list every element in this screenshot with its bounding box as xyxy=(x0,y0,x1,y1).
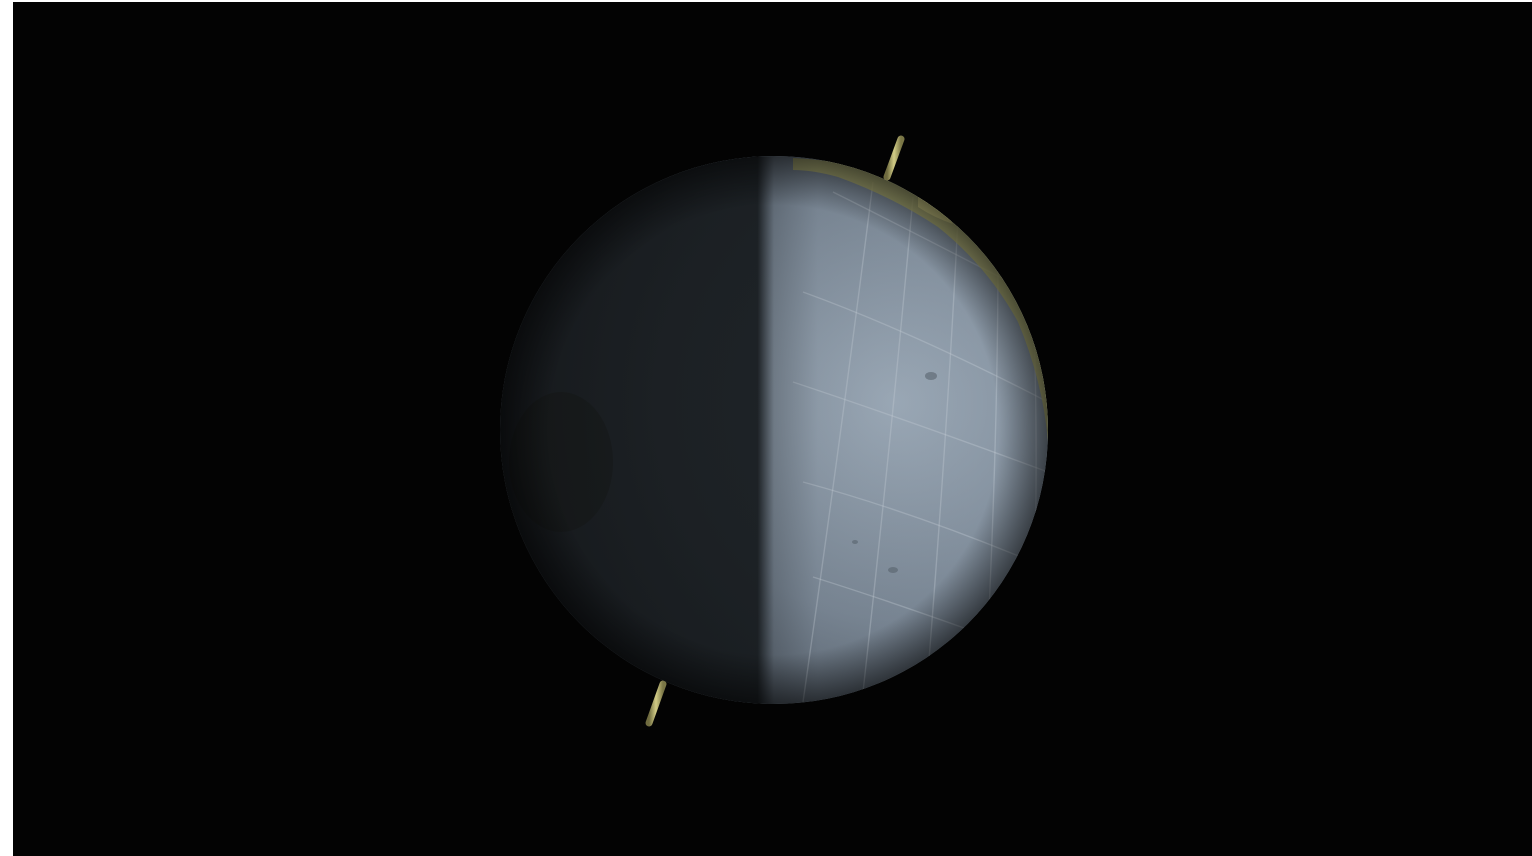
axis-top xyxy=(883,135,905,181)
globe xyxy=(500,156,1048,704)
axis-bottom xyxy=(645,680,667,727)
globe-scene xyxy=(500,135,1048,727)
render-frame xyxy=(13,2,1532,856)
